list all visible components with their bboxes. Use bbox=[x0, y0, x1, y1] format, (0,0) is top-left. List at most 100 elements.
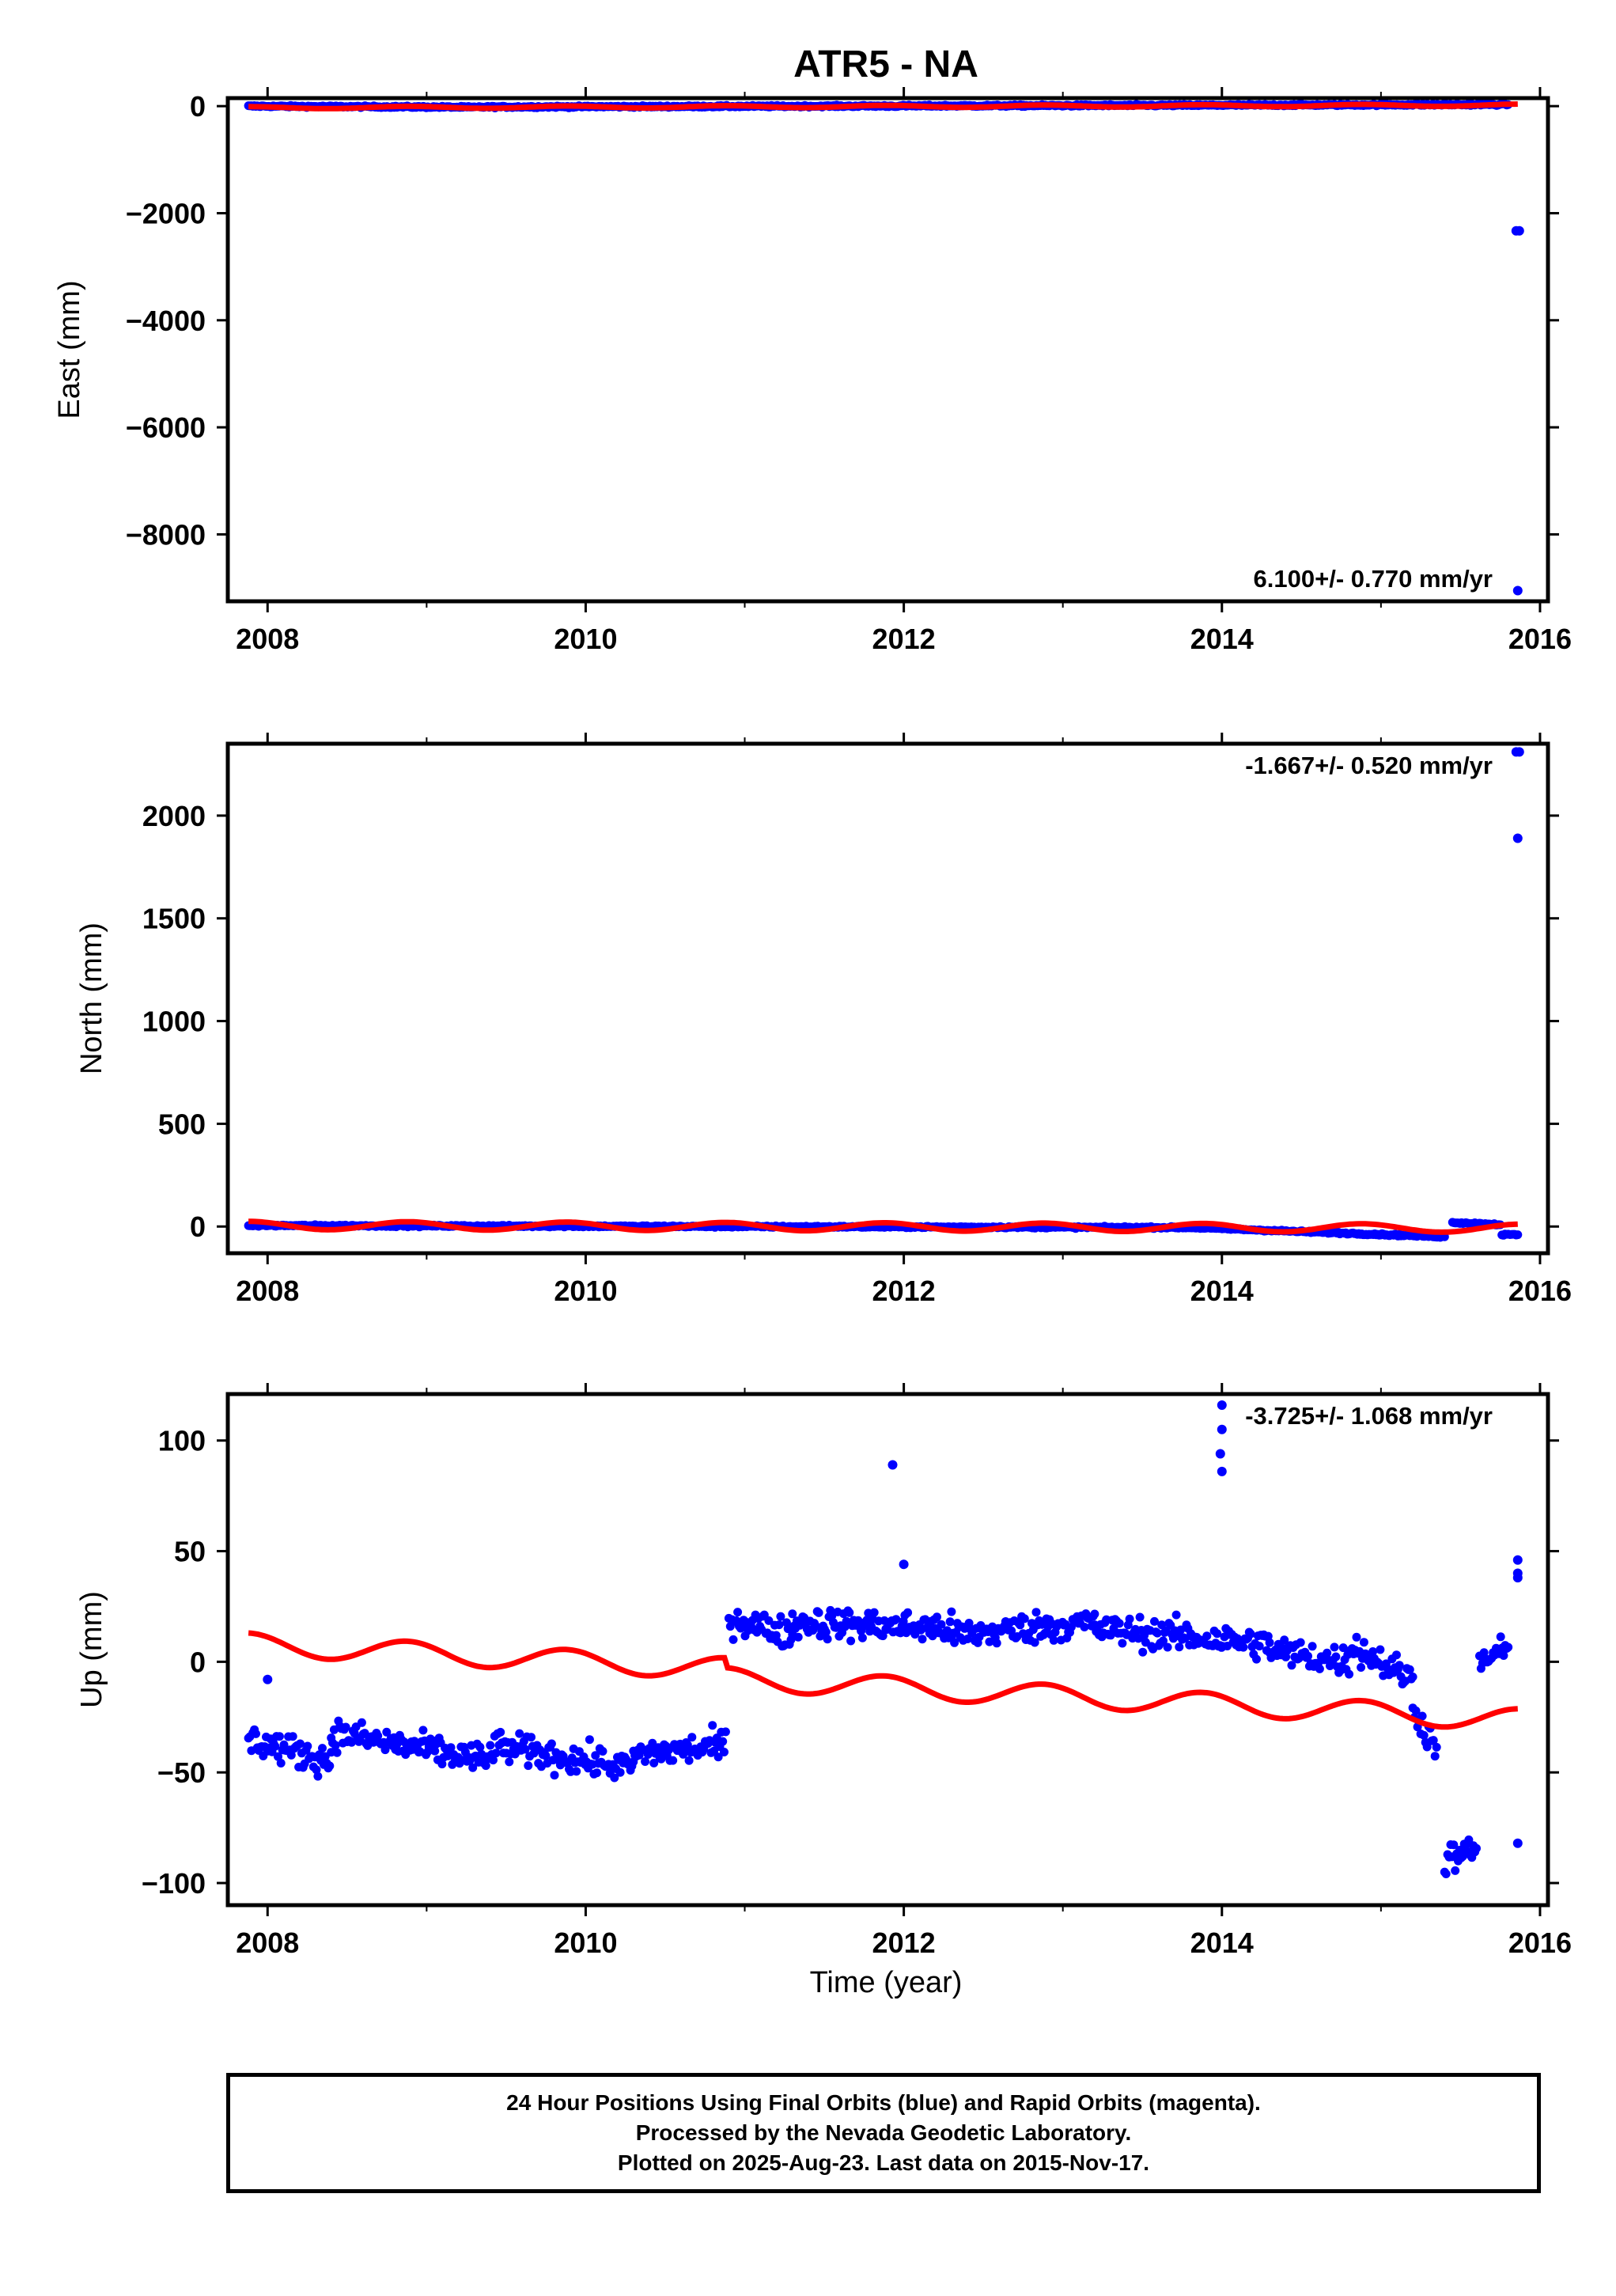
data-point bbox=[683, 1740, 692, 1749]
plot-frame bbox=[225, 96, 1550, 604]
data-point bbox=[1213, 1629, 1222, 1639]
data-point bbox=[1163, 1642, 1172, 1652]
y-tick-label: −2000 bbox=[126, 197, 206, 229]
model-curve bbox=[248, 1630, 1518, 1730]
data-point bbox=[615, 1767, 625, 1777]
data-point bbox=[713, 1752, 723, 1762]
y-axis-label: East (mm) bbox=[53, 280, 86, 419]
data-point bbox=[684, 1756, 694, 1765]
data-point bbox=[1049, 1635, 1058, 1645]
data-point bbox=[1330, 1642, 1339, 1652]
data-point bbox=[1464, 1835, 1474, 1844]
data-point bbox=[1392, 1650, 1401, 1660]
x-axis: 2008 2010 2012 2014 2016 bbox=[236, 1383, 1572, 1959]
y-tick-label: −8000 bbox=[126, 518, 206, 551]
data-point bbox=[1315, 1664, 1324, 1673]
data-point bbox=[271, 1741, 280, 1751]
x-tick-label: 2012 bbox=[872, 1275, 936, 1307]
data-point bbox=[721, 1727, 730, 1737]
outlier-point bbox=[1217, 1400, 1227, 1410]
data-point bbox=[1368, 1647, 1378, 1656]
data-point bbox=[846, 1636, 856, 1646]
data-point bbox=[274, 1732, 284, 1741]
data-point bbox=[1066, 1623, 1076, 1631]
data-point bbox=[733, 1608, 743, 1617]
data-point bbox=[1090, 1609, 1099, 1619]
data-point bbox=[1115, 1619, 1124, 1628]
outlier-point bbox=[1217, 1466, 1227, 1476]
x-tick-label: 2014 bbox=[1190, 1927, 1254, 1959]
data-point bbox=[252, 1729, 260, 1738]
data-point bbox=[437, 1760, 447, 1769]
plot-area bbox=[244, 747, 1524, 1242]
data-point bbox=[1265, 1638, 1274, 1647]
panel-2: 2008 2010 2012 2014 2016 0 500 1000 1500 2000 Nort… bbox=[75, 733, 1572, 1307]
data-point bbox=[382, 1727, 392, 1737]
data-point bbox=[1419, 1730, 1429, 1740]
data-point bbox=[857, 1633, 867, 1642]
data-point bbox=[764, 1616, 774, 1625]
data-point bbox=[1345, 1669, 1354, 1679]
data-point bbox=[1359, 1638, 1368, 1647]
x-tick-label: 2008 bbox=[236, 623, 299, 655]
y-tick-label: 0 bbox=[190, 1211, 206, 1243]
data-points bbox=[244, 1400, 1523, 1878]
y-tick-label: 2000 bbox=[142, 800, 206, 832]
data-point bbox=[776, 1612, 785, 1621]
data-point bbox=[1408, 1673, 1417, 1681]
data-point bbox=[496, 1727, 505, 1737]
data-point bbox=[1152, 1628, 1162, 1638]
data-point bbox=[821, 1627, 831, 1637]
data-point bbox=[1323, 1648, 1332, 1658]
data-point bbox=[1376, 1645, 1385, 1654]
data-point bbox=[296, 1739, 305, 1749]
x-tick-label: 2008 bbox=[236, 1275, 299, 1307]
data-point bbox=[1202, 1631, 1212, 1641]
data-point bbox=[814, 1608, 823, 1617]
data-point bbox=[489, 1756, 498, 1765]
y-tick-label: 100 bbox=[158, 1425, 206, 1457]
data-point bbox=[1441, 1870, 1451, 1878]
plot-area bbox=[244, 99, 1524, 596]
data-point bbox=[945, 1617, 955, 1627]
data-point bbox=[318, 1744, 327, 1753]
footer-line-2: Processed by the Nevada Geodetic Laborat… bbox=[635, 2120, 1132, 2145]
model-curve bbox=[248, 1218, 1518, 1235]
data-point bbox=[903, 1608, 913, 1617]
data-point bbox=[325, 1761, 335, 1771]
data-point bbox=[1180, 1634, 1190, 1643]
data-point bbox=[788, 1609, 797, 1619]
rate-annotation: -1.667+/- 0.520 mm/yr bbox=[1245, 752, 1493, 779]
data-point bbox=[823, 1635, 832, 1644]
data-point bbox=[332, 1748, 342, 1757]
y-tick-label: 1000 bbox=[142, 1006, 206, 1038]
x-tick-label: 2014 bbox=[1190, 1275, 1254, 1307]
data-point bbox=[1281, 1652, 1291, 1661]
data-point bbox=[312, 1765, 321, 1775]
model-curve bbox=[248, 101, 1518, 112]
data-point bbox=[1175, 1642, 1184, 1652]
data-point bbox=[793, 1632, 803, 1642]
data-point bbox=[845, 1608, 854, 1617]
data-point bbox=[1171, 1610, 1181, 1620]
data-point bbox=[585, 1735, 594, 1745]
data-point bbox=[357, 1718, 366, 1727]
data-point bbox=[527, 1733, 536, 1742]
x-axis: 2008 2010 2012 2014 2016 bbox=[236, 733, 1572, 1307]
data-point bbox=[811, 1621, 820, 1631]
data-point bbox=[475, 1742, 485, 1752]
data-point bbox=[591, 1751, 600, 1760]
data-point bbox=[933, 1612, 941, 1622]
y-tick-label: −6000 bbox=[126, 411, 206, 444]
outlier-point bbox=[1512, 833, 1523, 843]
data-point bbox=[869, 1608, 879, 1617]
panel-1: 2008 2010 2012 2014 2016 0 −2000 −4000 −6000 −800… bbox=[53, 87, 1572, 655]
data-point bbox=[1159, 1636, 1168, 1646]
data-point bbox=[468, 1763, 478, 1772]
outlier-point bbox=[1512, 1555, 1523, 1565]
y-axis: 0 −2000 −4000 −6000 −8000 bbox=[126, 90, 1559, 551]
y-tick-label: −100 bbox=[142, 1867, 206, 1900]
data-point bbox=[276, 1759, 286, 1767]
data-point bbox=[1432, 1742, 1441, 1752]
outlier-point bbox=[1215, 1449, 1225, 1459]
